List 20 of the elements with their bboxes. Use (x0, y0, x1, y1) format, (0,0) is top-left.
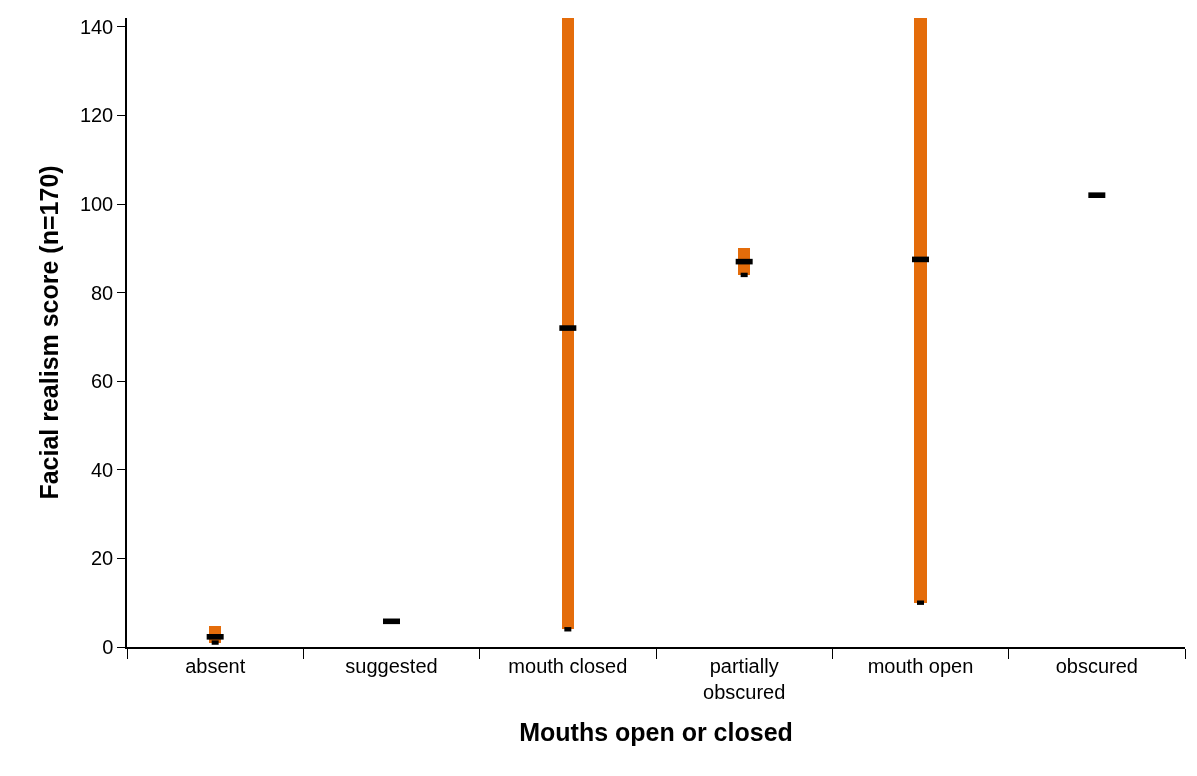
y-axis-title: Facial realism score (n=170) (35, 165, 64, 500)
y-tick-label: 80 (91, 281, 114, 304)
bar (914, 18, 927, 603)
x-tick-label: partially obscured (703, 654, 786, 703)
x-tick-label: suggested (345, 654, 438, 677)
point (917, 600, 924, 605)
y-tick-label: 40 (91, 458, 114, 481)
x-tick-label: mouth closed (508, 654, 628, 677)
point (740, 272, 748, 278)
y-tick-label: 140 (79, 15, 114, 38)
x-tick-label: obscured (1055, 654, 1138, 677)
y-tick-label: 20 (91, 547, 114, 570)
x-tick-label: absent (185, 654, 246, 677)
y-tick-label: 0 (102, 636, 114, 658)
y-tick-label: 60 (91, 370, 114, 393)
x-axis-title: Mouths open or closed (519, 718, 793, 747)
x-tick-label: mouth open (867, 654, 974, 677)
y-tick-label: 100 (79, 193, 114, 216)
y-tick-label: 120 (79, 104, 114, 127)
bar (562, 18, 574, 629)
